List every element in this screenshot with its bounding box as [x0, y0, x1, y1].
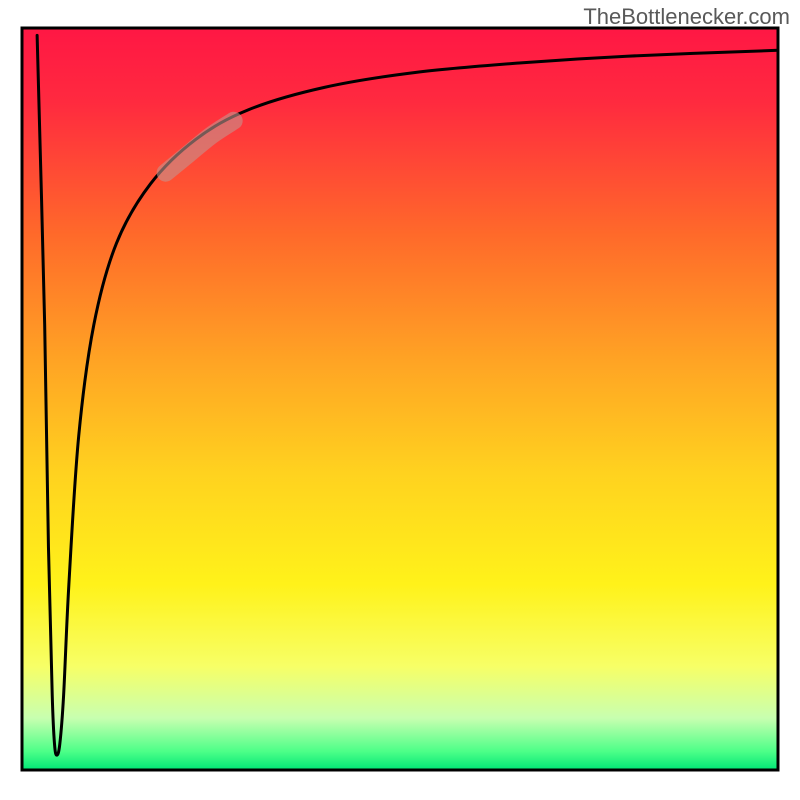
plot-background: [22, 28, 778, 770]
bottleneck-curve-plot: [0, 0, 800, 800]
attribution-label: TheBottlenecker.com: [583, 4, 790, 30]
chart-figure: TheBottlenecker.com: [0, 0, 800, 800]
